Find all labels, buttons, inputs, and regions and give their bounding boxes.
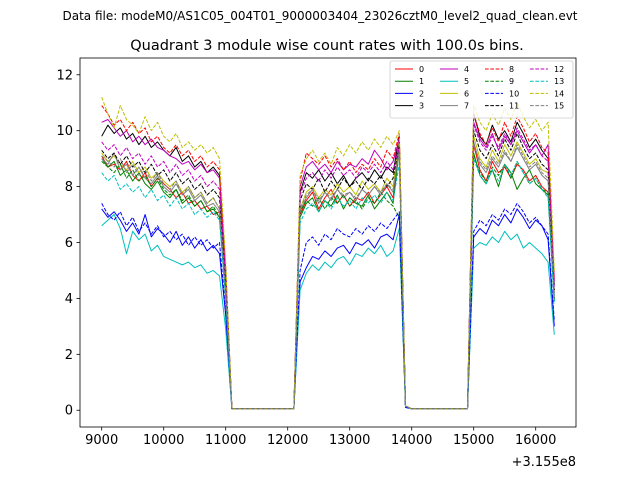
legend-label-8: 8 xyxy=(509,65,514,74)
legend-label-5: 5 xyxy=(464,77,469,86)
legend-label-15: 15 xyxy=(554,102,564,111)
series-line-3 xyxy=(101,113,555,410)
x-tick-label: 16000 xyxy=(515,433,556,448)
plot-area xyxy=(79,57,577,428)
legend-label-6: 6 xyxy=(464,89,469,98)
series-line-13 xyxy=(101,158,555,410)
y-tick-label: 6 xyxy=(65,236,73,251)
legend-box xyxy=(389,60,574,119)
y-axis: 0 2 4 6 8 10 12 xyxy=(56,68,80,419)
series-line-12 xyxy=(101,124,555,410)
x-axis: 9000 10000 11000 12000 13000 14000 15000 16000 xyxy=(85,427,556,448)
legend-label-11: 11 xyxy=(509,102,519,111)
series-line-9 xyxy=(101,155,555,410)
series-line-4 xyxy=(101,119,555,410)
legend-label-1: 1 xyxy=(419,77,424,86)
legend-label-9: 9 xyxy=(509,77,514,86)
y-tick-label: 0 xyxy=(65,404,73,419)
legend-label-4: 4 xyxy=(464,65,469,74)
series-line-5 xyxy=(101,214,555,410)
chart-title: Quadrant 3 module wise count rates with … xyxy=(130,38,524,54)
series-line-11 xyxy=(101,130,555,410)
legend-label-12: 12 xyxy=(554,65,564,74)
series-line-15 xyxy=(101,144,555,410)
x-tick-label: 15000 xyxy=(453,433,494,448)
y-tick-label: 2 xyxy=(65,348,73,363)
legend-label-10: 10 xyxy=(509,89,519,98)
x-tick-label: 11000 xyxy=(205,433,246,448)
legend-label-3: 3 xyxy=(419,102,424,111)
x-tick-label: 12000 xyxy=(267,433,308,448)
legend-label-7: 7 xyxy=(464,102,469,111)
y-tick-label: 4 xyxy=(65,292,73,307)
y-tick-label: 10 xyxy=(56,124,73,139)
series-line-0 xyxy=(101,144,555,410)
series-line-7 xyxy=(101,141,555,410)
y-tick-label: 12 xyxy=(56,68,73,83)
x-offset-label: +3.155e8 xyxy=(512,455,576,470)
series-line-10 xyxy=(101,202,555,410)
legend-label-14: 14 xyxy=(554,89,564,98)
series-lines xyxy=(101,96,555,410)
legend-label-13: 13 xyxy=(554,77,564,86)
x-tick-label: 14000 xyxy=(391,433,432,448)
legend-label-0: 0 xyxy=(419,65,424,74)
series-line-14 xyxy=(101,96,555,410)
series-line-8 xyxy=(101,105,555,410)
figure-suptitle: Data file: modeM0/AS1C05_004T01_90000034… xyxy=(62,9,577,23)
x-tick-label: 9000 xyxy=(85,433,118,448)
y-tick-label: 8 xyxy=(65,180,73,195)
x-tick-label: 13000 xyxy=(329,433,370,448)
series-line-2 xyxy=(101,208,555,410)
x-tick-label: 10000 xyxy=(143,433,184,448)
legend-label-2: 2 xyxy=(419,89,424,98)
